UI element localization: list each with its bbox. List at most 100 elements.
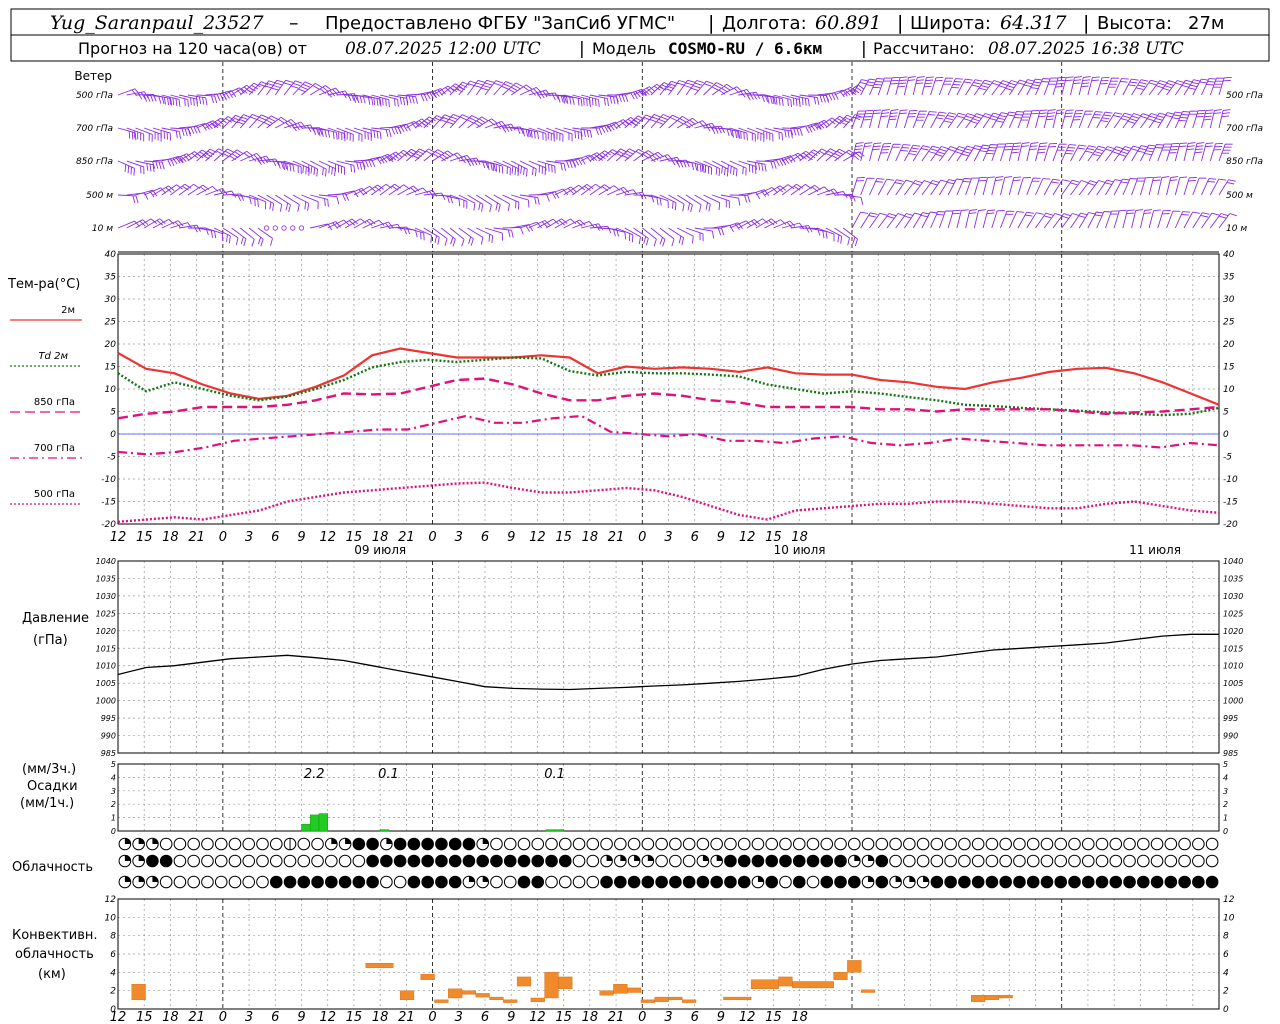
wind-barb	[388, 123, 411, 133]
cloud-clear-symbol	[971, 837, 985, 851]
wind-barb	[939, 112, 957, 129]
cloud-clear-symbol	[655, 837, 668, 851]
cloud-clear-symbol	[971, 854, 985, 868]
cloud-clear-symbol	[297, 837, 311, 851]
wind-barb	[1192, 177, 1207, 196]
wind-barb	[318, 194, 340, 205]
wind-barb	[1026, 142, 1039, 162]
cloud-clear-symbol	[173, 854, 187, 868]
wind-barb	[196, 186, 219, 196]
cloud-clear-symbol	[1068, 837, 1081, 851]
temp-y-tick: 0	[110, 430, 116, 440]
wind-barb	[1157, 80, 1176, 96]
wind-barb	[519, 221, 542, 229]
wind-barb	[1096, 179, 1115, 196]
x-hour-label: 3	[455, 530, 463, 545]
x-hour-label: 21	[188, 1010, 205, 1024]
wind-barb	[903, 110, 918, 129]
cloud-clear-symbol	[682, 837, 696, 851]
wind-barb	[537, 191, 560, 199]
pressure-y-tick: 1035	[96, 574, 116, 583]
precip-y-tick: 5	[111, 760, 116, 769]
conv-y-tick: 6	[1223, 950, 1229, 960]
wind-barb	[283, 121, 307, 132]
wind-barb	[572, 220, 595, 229]
wind-barb	[397, 94, 418, 104]
cloud-overcast-symbol	[1040, 875, 1054, 889]
temp-series-line	[117, 414, 1220, 456]
wind-barb	[1096, 211, 1112, 229]
temp-y-tick: 30	[105, 295, 117, 305]
wind-barb	[886, 76, 900, 96]
wind-barb	[956, 113, 975, 129]
cloud-clear-symbol	[889, 854, 902, 868]
wind-barb	[1201, 212, 1220, 229]
wind-barb	[1174, 211, 1191, 229]
cloud-clear-symbol	[201, 837, 214, 851]
conv-y-tick: 6	[110, 950, 116, 960]
wind-barb	[546, 160, 566, 171]
header-row2-box	[10, 34, 1270, 62]
cloud-overcast-symbol	[421, 875, 434, 889]
cloud-overcast-symbol	[407, 875, 421, 889]
wind-barb	[519, 86, 542, 96]
wind-barb	[476, 194, 492, 213]
wind-barb	[694, 194, 711, 212]
wind-barb	[895, 76, 908, 96]
wind-barb	[982, 80, 1002, 96]
cloud-clear-symbol	[572, 837, 586, 851]
cloud-overcast-symbol	[1192, 875, 1205, 889]
wind-barb	[1192, 78, 1209, 96]
wind-barb	[502, 194, 520, 210]
pressure-y-tick: 1030	[96, 592, 116, 601]
cloud-clear-symbol	[1192, 854, 1205, 868]
wind-barb	[362, 219, 385, 229]
x-hour-label: 9	[717, 1010, 725, 1024]
wind-barb	[676, 194, 693, 213]
cloud-clear-symbol	[572, 875, 586, 889]
wind-barb	[283, 160, 302, 175]
wind-barb	[930, 146, 949, 162]
cloud-overcast-symbol	[724, 854, 737, 868]
cloud-overcast-symbol	[655, 875, 668, 889]
conv-cloud-block	[984, 995, 999, 1001]
wind-barb	[563, 219, 586, 229]
wind-barb	[799, 94, 820, 105]
wind-barb	[869, 142, 882, 162]
temp-y-tick: -15	[101, 498, 116, 508]
wind-barb	[309, 160, 327, 177]
cloud-overcast-symbol	[407, 837, 421, 851]
wind-barb	[222, 114, 243, 129]
wind-barb	[414, 148, 436, 162]
cloud-clear-symbol	[187, 875, 200, 889]
wind-barb	[642, 194, 662, 206]
wind-barb	[755, 218, 778, 229]
wind-barb	[336, 127, 354, 142]
wind-barb	[353, 218, 376, 229]
cloud-clear-symbol	[1137, 854, 1150, 868]
x-hour-label: 9	[507, 1010, 515, 1024]
wind-barb	[406, 148, 427, 162]
wind-barb	[414, 116, 436, 129]
model-label: Модель	[592, 39, 656, 58]
cloud-partial-symbol	[386, 838, 393, 844]
wind-barb	[170, 127, 191, 137]
cloud-overcast-symbol	[1205, 875, 1219, 889]
conv-cloud-block	[434, 999, 449, 1003]
wind-barb	[598, 121, 621, 132]
conv-y-tick: 2	[1223, 987, 1229, 997]
wind-level-label: 700 гПа	[76, 124, 113, 134]
cloud-overcast-symbol	[421, 854, 434, 868]
wind-barb	[738, 91, 761, 101]
cloud-overcast-symbol	[724, 875, 737, 889]
cloud-overcast-symbol	[847, 875, 861, 889]
wind-barb	[982, 209, 996, 229]
wind-barb	[511, 194, 530, 208]
wind-barb	[554, 218, 577, 229]
temp-y-tick: -10	[101, 475, 116, 485]
pressure-y-tick: 990	[101, 732, 116, 741]
cloud-overcast-symbol	[669, 875, 682, 889]
wind-barb	[545, 218, 568, 229]
precip-frame	[117, 763, 1220, 832]
wind-barb	[458, 157, 481, 167]
